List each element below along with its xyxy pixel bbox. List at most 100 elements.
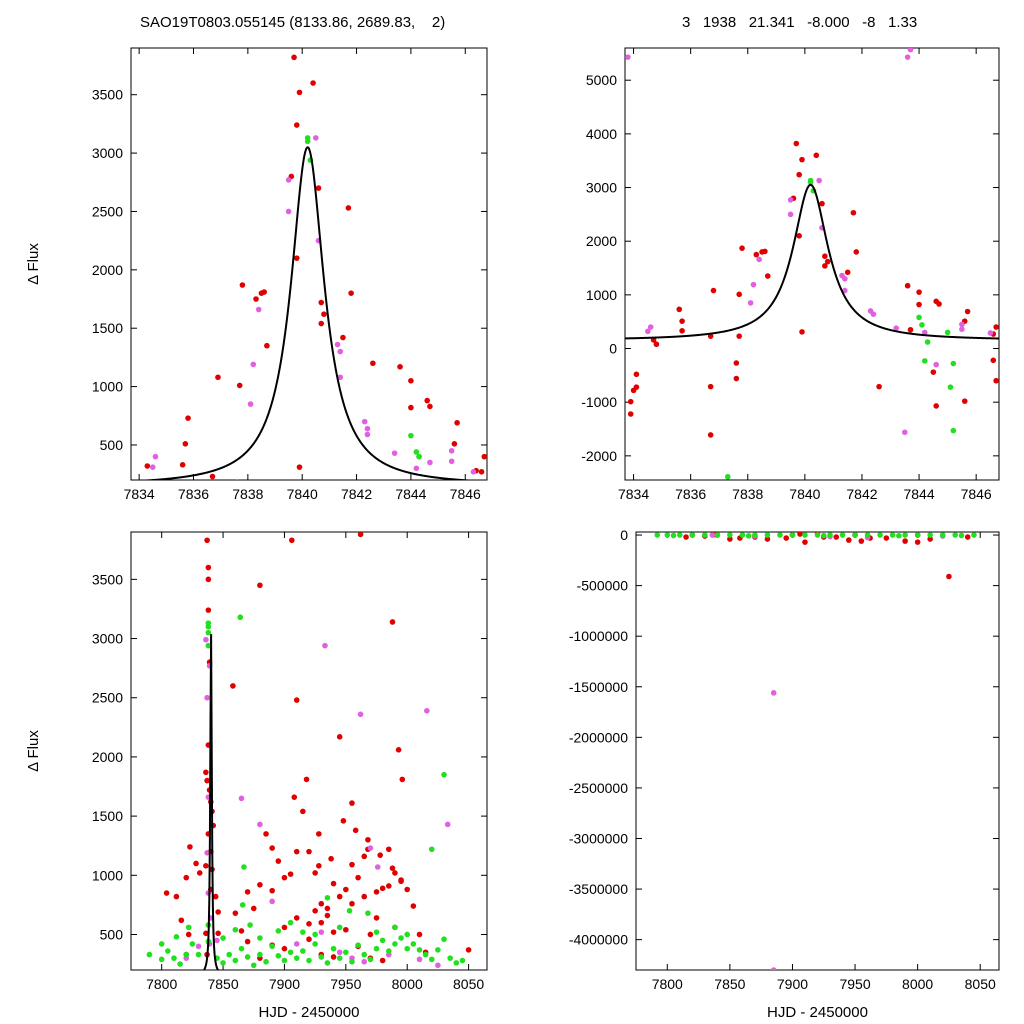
data-point-red xyxy=(365,836,371,843)
data-point-red xyxy=(481,453,487,460)
data-point-red xyxy=(293,848,300,855)
data-point-green xyxy=(902,532,908,538)
data-point-green xyxy=(165,948,171,954)
data-point-green xyxy=(361,951,368,958)
y-tick-label: 500 xyxy=(100,926,124,942)
x-tick-label: 7950 xyxy=(330,976,361,992)
data-point-red xyxy=(275,858,282,864)
data-point-magenta xyxy=(750,281,757,288)
plot-frame xyxy=(624,47,1000,481)
y-tick-label: 0 xyxy=(620,527,628,543)
data-point-green xyxy=(269,943,275,950)
data-point-red xyxy=(389,619,396,625)
data-point-magenta xyxy=(770,690,777,696)
data-point-green xyxy=(220,960,226,966)
data-point-magenta xyxy=(204,694,210,701)
data-point-green xyxy=(237,614,244,621)
data-point-green xyxy=(413,449,420,455)
data-point-red xyxy=(465,947,472,953)
data-point-red xyxy=(736,333,742,339)
data-point-green xyxy=(241,864,247,870)
data-point-red xyxy=(281,924,288,931)
data-point-red xyxy=(343,926,349,933)
data-point-red xyxy=(902,538,908,544)
data-point-green xyxy=(373,929,380,935)
data-point-red xyxy=(373,915,380,921)
data-point-green xyxy=(914,532,921,538)
data-point-magenta xyxy=(257,821,263,828)
data-point-red xyxy=(796,171,802,178)
y-tick-label: -2500000 xyxy=(569,780,628,796)
data-point-red xyxy=(850,209,857,216)
data-point-red xyxy=(289,537,295,544)
data-point-red xyxy=(291,794,298,800)
data-point-green xyxy=(183,951,190,958)
data-point-magenta xyxy=(413,465,420,472)
data-point-green xyxy=(416,947,423,953)
data-point-red xyxy=(936,301,942,307)
data-point-red xyxy=(244,938,251,945)
plot-title-right: 3 1938 21.341 -8.000 -8 1.33 xyxy=(682,14,918,31)
data-point-green xyxy=(355,942,361,948)
data-point-red xyxy=(281,874,288,881)
data-point-green xyxy=(764,532,771,538)
x-tick-label: 7850 xyxy=(207,976,238,992)
data-point-red xyxy=(385,846,392,853)
data-point-green xyxy=(447,955,453,961)
data-point-red xyxy=(263,831,269,837)
y-tick-label: 3000 xyxy=(92,631,123,647)
plot-area xyxy=(138,54,487,480)
data-point-red xyxy=(287,871,294,877)
data-point-red xyxy=(293,255,300,261)
x-tick-label: 7840 xyxy=(287,486,318,502)
data-point-green xyxy=(827,532,833,538)
data-point-red xyxy=(215,909,221,915)
data-point-green xyxy=(921,358,928,364)
fit-curve xyxy=(625,183,999,340)
x-axis-label: HJD - 2450000 xyxy=(767,1004,868,1021)
data-point-red xyxy=(209,473,216,480)
data-point-green xyxy=(205,629,212,636)
data-point-red xyxy=(215,374,221,381)
y-tick-label: 1000 xyxy=(92,867,123,883)
y-tick-label: -1000000 xyxy=(569,628,628,644)
data-point-red xyxy=(933,403,939,409)
data-point-green xyxy=(459,957,466,964)
data-point-red xyxy=(876,383,882,390)
data-point-red xyxy=(930,369,937,375)
data-point-red xyxy=(300,808,306,815)
data-point-red xyxy=(993,324,999,330)
data-point-red xyxy=(264,342,270,349)
data-point-magenta xyxy=(901,429,908,436)
data-point-red xyxy=(408,377,414,384)
y-tick-label: 3500 xyxy=(92,571,123,587)
data-point-green xyxy=(304,135,311,141)
data-point-red xyxy=(797,532,803,537)
data-point-red xyxy=(296,89,303,96)
data-point-green xyxy=(971,532,977,538)
data-point-red xyxy=(203,863,209,869)
data-point-magenta xyxy=(195,943,202,950)
x-tick-label: 7838 xyxy=(232,486,263,502)
data-point-red xyxy=(303,776,310,783)
data-point-red xyxy=(185,931,192,938)
plot-frame xyxy=(130,531,488,971)
data-point-red xyxy=(454,419,460,426)
data-point-green xyxy=(958,532,965,539)
data-point-red xyxy=(324,905,331,912)
x-tick-label: 7842 xyxy=(846,486,877,502)
data-point-green xyxy=(306,957,312,964)
data-point-green xyxy=(950,427,957,434)
data-point-green xyxy=(416,453,422,460)
data-point-green xyxy=(952,532,958,538)
data-point-green xyxy=(789,532,796,538)
data-point-red xyxy=(676,306,683,313)
data-point-green xyxy=(343,949,349,956)
y-tick-label: 0 xyxy=(609,341,617,357)
y-tick-label: 1000 xyxy=(92,379,123,395)
data-point-magenta xyxy=(959,326,965,333)
data-point-red xyxy=(404,886,411,893)
y-tick-label: -2000 xyxy=(581,448,617,464)
data-point-red xyxy=(183,874,190,881)
data-point-magenta xyxy=(250,361,257,368)
